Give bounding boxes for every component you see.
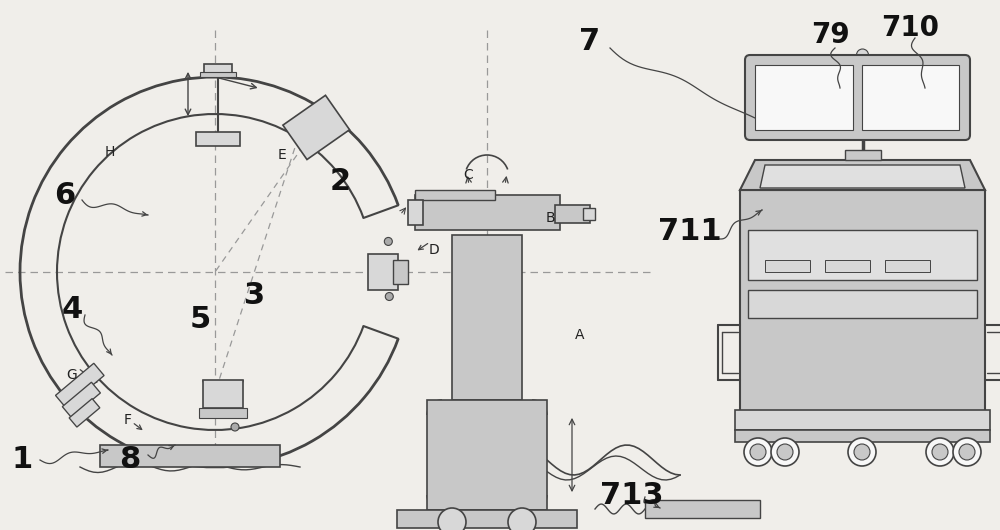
Text: H: H	[105, 145, 115, 159]
Text: F: F	[124, 413, 132, 427]
Text: 5: 5	[189, 305, 211, 334]
Text: 79: 79	[811, 21, 849, 49]
Bar	[452, 235, 522, 400]
Circle shape	[384, 237, 392, 245]
Bar	[397, 510, 577, 528]
Bar	[735, 410, 990, 430]
Bar	[203, 380, 243, 408]
Bar	[735, 430, 990, 442]
Text: E: E	[278, 148, 286, 162]
Bar	[755, 65, 852, 130]
Bar	[415, 195, 560, 230]
Text: 3: 3	[244, 280, 266, 310]
Text: 713: 713	[600, 481, 664, 509]
Text: 6: 6	[54, 181, 76, 209]
Circle shape	[385, 293, 393, 301]
Circle shape	[953, 438, 981, 466]
Bar	[825, 260, 870, 272]
Text: 4: 4	[61, 296, 83, 324]
Circle shape	[71, 407, 79, 414]
Circle shape	[932, 444, 948, 460]
Bar	[645, 500, 760, 518]
Text: C: C	[463, 168, 473, 182]
Polygon shape	[760, 165, 965, 188]
Circle shape	[848, 438, 876, 466]
FancyBboxPatch shape	[745, 55, 970, 140]
Bar	[196, 132, 240, 146]
Text: 7: 7	[579, 28, 601, 57]
Bar	[740, 190, 985, 440]
Circle shape	[771, 438, 799, 466]
Circle shape	[765, 255, 775, 265]
Bar	[204, 64, 232, 74]
Text: A: A	[575, 328, 585, 342]
Bar	[393, 260, 408, 284]
Circle shape	[777, 444, 793, 460]
Bar	[199, 408, 247, 418]
Circle shape	[231, 423, 239, 431]
Circle shape	[959, 444, 975, 460]
Bar	[748, 290, 977, 318]
Bar	[368, 254, 398, 290]
Text: B: B	[545, 211, 555, 225]
Bar	[555, 205, 590, 223]
Polygon shape	[283, 95, 350, 160]
Polygon shape	[740, 160, 985, 190]
Text: G: G	[67, 368, 77, 382]
Text: 1: 1	[11, 446, 33, 474]
Bar	[844, 150, 881, 160]
Bar	[748, 230, 977, 280]
Text: 710: 710	[881, 14, 939, 42]
Text: 8: 8	[119, 446, 141, 474]
Circle shape	[744, 438, 772, 466]
Bar	[427, 400, 547, 510]
Circle shape	[926, 438, 954, 466]
Bar	[885, 260, 930, 272]
Bar	[415, 190, 495, 200]
Circle shape	[856, 49, 868, 61]
Bar	[765, 260, 810, 272]
Text: 711: 711	[658, 217, 722, 246]
Bar	[408, 200, 423, 225]
Bar	[100, 445, 280, 467]
Bar	[200, 72, 236, 77]
Text: D: D	[429, 243, 439, 257]
Text: 2: 2	[329, 167, 351, 197]
Circle shape	[508, 508, 536, 530]
Polygon shape	[55, 363, 104, 408]
Polygon shape	[62, 382, 100, 417]
Circle shape	[438, 508, 466, 530]
Bar	[583, 208, 595, 220]
Circle shape	[854, 444, 870, 460]
Bar	[862, 65, 959, 130]
Polygon shape	[69, 399, 100, 427]
Circle shape	[750, 444, 766, 460]
